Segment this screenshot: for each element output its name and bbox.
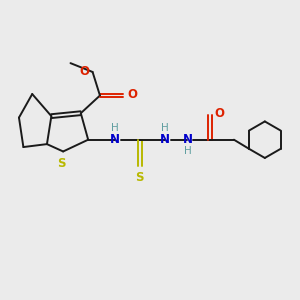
Text: O: O: [127, 88, 137, 100]
Text: H: H: [161, 123, 169, 133]
Text: O: O: [79, 65, 89, 79]
Text: S: S: [135, 172, 144, 184]
Text: H: H: [184, 146, 191, 156]
Text: H: H: [111, 123, 119, 133]
Text: N: N: [160, 133, 170, 146]
Text: N: N: [182, 133, 192, 146]
Text: N: N: [110, 133, 120, 146]
Text: O: O: [214, 107, 224, 120]
Text: S: S: [57, 157, 66, 170]
